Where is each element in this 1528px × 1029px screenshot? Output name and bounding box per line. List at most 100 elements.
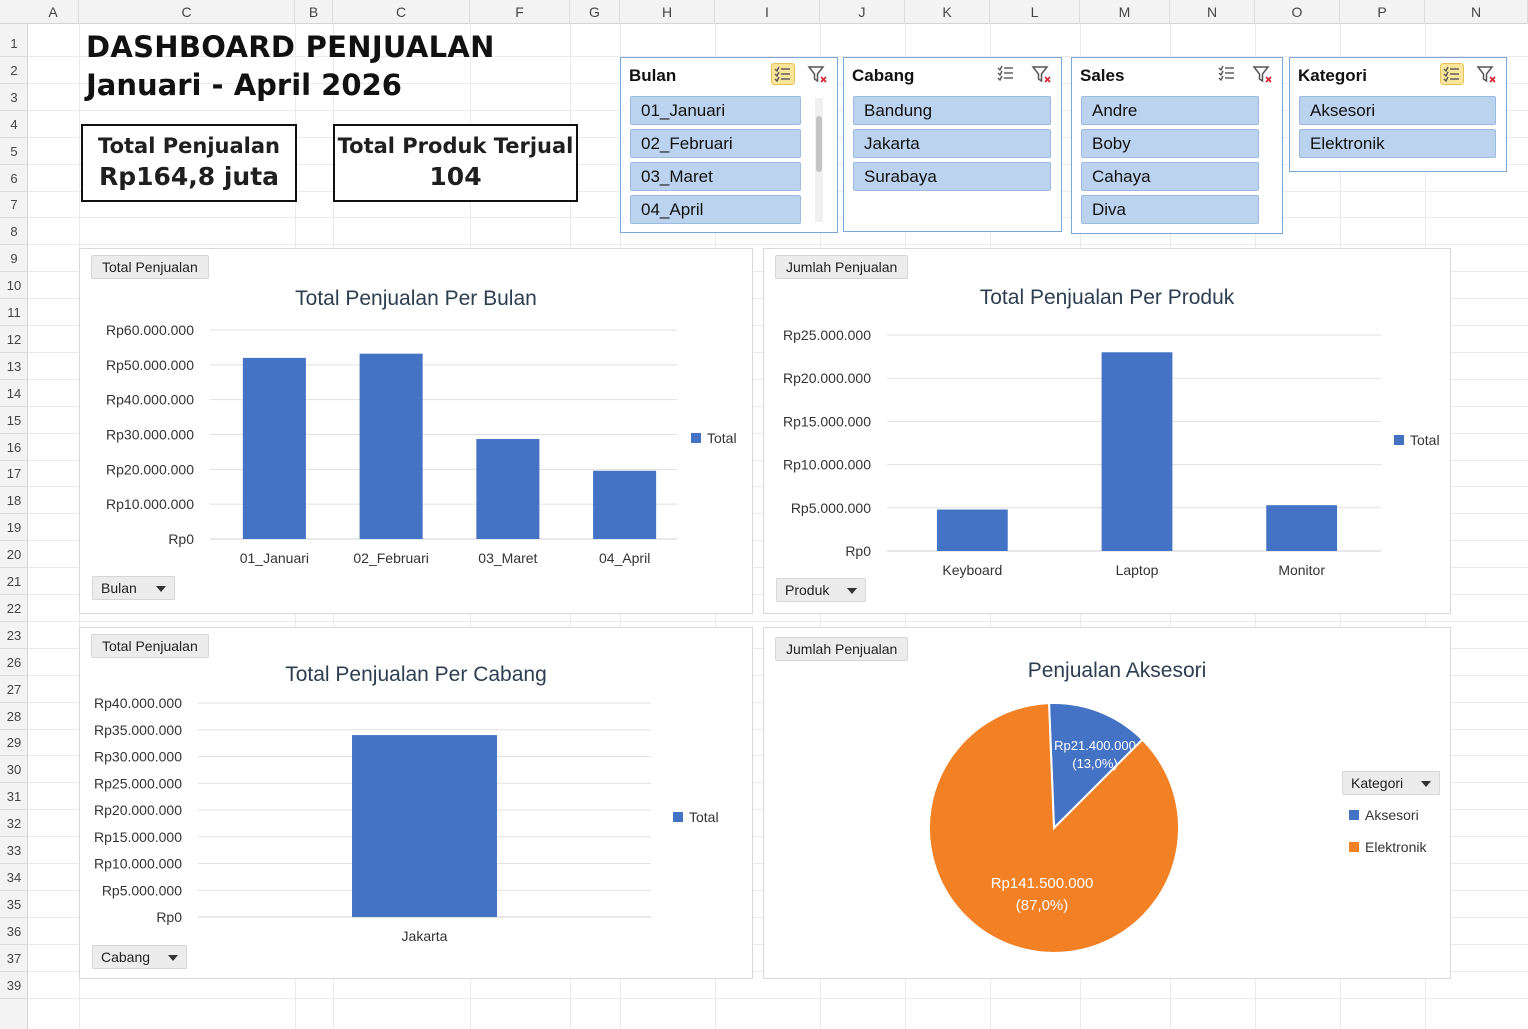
column-header[interactable]: M <box>1080 0 1170 24</box>
column-header[interactable]: J <box>820 0 905 24</box>
multi-select-icon[interactable] <box>1216 63 1240 85</box>
row-header[interactable]: 7 <box>0 191 28 219</box>
row-header[interactable]: 11 <box>0 299 28 326</box>
slicer-item[interactable]: Boby <box>1081 129 1259 158</box>
clear-filter-icon[interactable] <box>1031 63 1053 85</box>
column-header[interactable]: G <box>570 0 620 24</box>
slicer-item[interactable]: 03_Maret <box>630 162 801 191</box>
bar <box>593 470 657 539</box>
row-header[interactable]: 27 <box>0 676 28 703</box>
slicer-item[interactable]: Andre <box>1081 96 1259 125</box>
row-header[interactable]: 21 <box>0 568 28 595</box>
slicer-item[interactable]: Jakarta <box>853 129 1051 158</box>
chart-panel-aksesori[interactable]: Jumlah Penjualan Penjualan Aksesori Rp21… <box>763 627 1451 979</box>
y-tick-label: Rp40.000.000 <box>94 695 182 711</box>
row-header[interactable]: 14 <box>0 380 28 407</box>
y-tick-label: Rp20.000.000 <box>783 370 871 386</box>
row-header[interactable]: 20 <box>0 541 28 569</box>
row-header[interactable]: 35 <box>0 891 28 918</box>
column-header[interactable]: N <box>1170 0 1255 24</box>
row-header[interactable]: 18 <box>0 487 28 515</box>
slicer-header: Cabang <box>852 66 915 85</box>
chart-value-field-tag[interactable]: Jumlah Penjualan <box>775 637 909 661</box>
row-header[interactable]: 5 <box>0 138 28 165</box>
clear-filter-icon[interactable] <box>1252 63 1274 85</box>
row-header[interactable]: 19 <box>0 514 28 542</box>
row-header[interactable]: 37 <box>0 945 28 972</box>
slicer-item[interactable]: Cahaya <box>1081 162 1259 191</box>
slicer-bulan[interactable]: Bulan 01_Januari 02_Februari 03_Maret 04_Apr… <box>620 57 838 233</box>
slicer-item[interactable]: Elektronik <box>1299 129 1496 158</box>
column-header[interactable]: O <box>1255 0 1340 24</box>
row-header[interactable]: 36 <box>0 918 28 945</box>
row-header[interactable]: 33 <box>0 837 28 864</box>
row-header[interactable]: 2 <box>0 57 28 84</box>
column-header[interactable]: N <box>1425 0 1528 24</box>
row-header[interactable]: 28 <box>0 703 28 730</box>
column-header[interactable]: C <box>79 0 295 24</box>
slicer-cabang[interactable]: Cabang Bandung Jakarta Surabaya <box>843 57 1062 232</box>
chart-panel-per-bulan[interactable]: Total Penjualan Total Penjualan Per Bula… <box>79 248 753 614</box>
column-header[interactable]: I <box>715 0 820 24</box>
row-header[interactable]: 16 <box>0 434 28 461</box>
slicer-item[interactable]: Bandung <box>853 96 1051 125</box>
column-header[interactable]: L <box>990 0 1080 24</box>
row-header[interactable]: 4 <box>0 111 28 138</box>
row-header[interactable]: 39 <box>0 972 28 999</box>
multi-select-icon[interactable] <box>771 63 795 85</box>
row-header[interactable]: 29 <box>0 729 28 757</box>
row-header[interactable]: 30 <box>0 756 28 784</box>
chart-value-field-tag[interactable]: Total Penjualan <box>91 634 209 658</box>
data-label-percent: (87,0%) <box>1016 897 1069 914</box>
bar-chart-per-cabang: Rp0 Rp5.000.000 Rp10.000.000 Rp15.000.000 Rp… <box>94 695 651 944</box>
row-header[interactable]: 13 <box>0 353 28 380</box>
column-header[interactable]: P <box>1340 0 1425 24</box>
multi-select-icon[interactable] <box>995 63 1019 85</box>
slicer-item[interactable]: 04_April <box>630 195 801 224</box>
row-header[interactable]: 12 <box>0 326 28 353</box>
kpi-total-produk-terjual: Total Produk Terjual 104 <box>333 124 578 202</box>
slicer-item[interactable]: 01_Januari <box>630 96 801 125</box>
row-header[interactable]: 22 <box>0 595 28 622</box>
bar-chart-per-bulan: Rp0 Rp10.000.000 Rp20.000.000 Rp30.000.000 R… <box>106 322 677 566</box>
slicer-item[interactable]: Surabaya <box>853 162 1051 191</box>
row-header[interactable]: 9 <box>0 245 28 273</box>
field-button-bulan[interactable]: Bulan <box>92 576 175 600</box>
slicer-item[interactable]: Diva <box>1081 195 1259 224</box>
row-header[interactable]: 6 <box>0 165 28 192</box>
field-button-cabang[interactable]: Cabang <box>92 945 187 969</box>
field-button-produk[interactable]: Produk <box>776 578 866 602</box>
multi-select-icon[interactable] <box>1440 63 1464 85</box>
field-button-kategori[interactable]: Kategori <box>1342 771 1440 795</box>
chart-panel-per-produk[interactable]: Jumlah Penjualan Total Penjualan Per Pro… <box>763 248 1451 614</box>
row-header[interactable]: 8 <box>0 218 28 246</box>
column-header[interactable]: A <box>28 0 79 24</box>
chart-value-field-tag[interactable]: Total Penjualan <box>91 255 209 279</box>
row-header[interactable]: 23 <box>0 622 28 649</box>
scrollbar-thumb[interactable] <box>816 116 822 172</box>
row-header[interactable]: 3 <box>0 84 28 111</box>
clear-filter-icon[interactable] <box>807 63 829 85</box>
row-header[interactable]: 15 <box>0 407 28 434</box>
slicer-scrollbar[interactable] <box>815 98 823 222</box>
chart-value-field-tag[interactable]: Jumlah Penjualan <box>775 255 909 279</box>
row-header[interactable]: 34 <box>0 864 28 891</box>
column-header[interactable]: H <box>620 0 715 24</box>
row-header[interactable]: 1 <box>0 30 28 57</box>
column-header[interactable]: C <box>333 0 470 24</box>
row-header[interactable]: 10 <box>0 272 28 300</box>
slicer-item[interactable]: 02_Februari <box>630 129 801 158</box>
row-header[interactable]: 31 <box>0 783 28 811</box>
row-header[interactable]: 17 <box>0 460 28 488</box>
row-header[interactable]: 26 <box>0 649 28 676</box>
slicer-item[interactable]: Aksesori <box>1299 96 1496 125</box>
slicer-sales[interactable]: Sales Andre Boby Cahaya Diva <box>1071 57 1283 234</box>
chart-panel-per-cabang[interactable]: Total Penjualan Total Penjualan Per Caba… <box>79 627 753 979</box>
clear-filter-icon[interactable] <box>1476 63 1498 85</box>
y-tick-label: Rp20.000.000 <box>94 802 182 818</box>
column-header[interactable]: K <box>905 0 990 24</box>
slicer-kategori[interactable]: Kategori Aksesori Elektronik <box>1289 57 1507 172</box>
row-header[interactable]: 32 <box>0 810 28 838</box>
column-header[interactable]: B <box>295 0 333 24</box>
column-header[interactable]: F <box>470 0 570 24</box>
